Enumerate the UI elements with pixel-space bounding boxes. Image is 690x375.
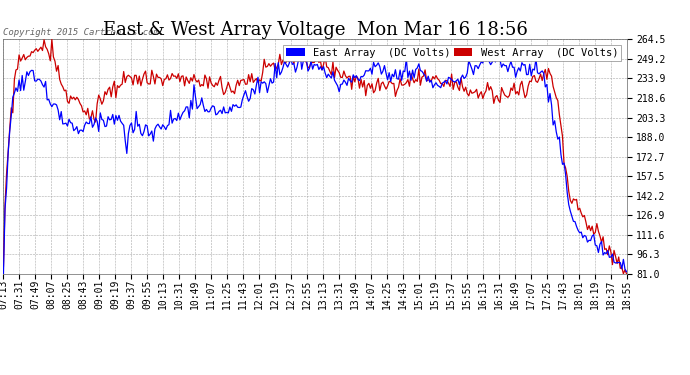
Title: East & West Array Voltage  Mon Mar 16 18:56: East & West Array Voltage Mon Mar 16 18:… xyxy=(103,21,527,39)
Text: Copyright 2015 Cartronics.com: Copyright 2015 Cartronics.com xyxy=(3,28,159,37)
Legend: East Array  (DC Volts), West Array  (DC Volts): East Array (DC Volts), West Array (DC Vo… xyxy=(283,45,621,61)
